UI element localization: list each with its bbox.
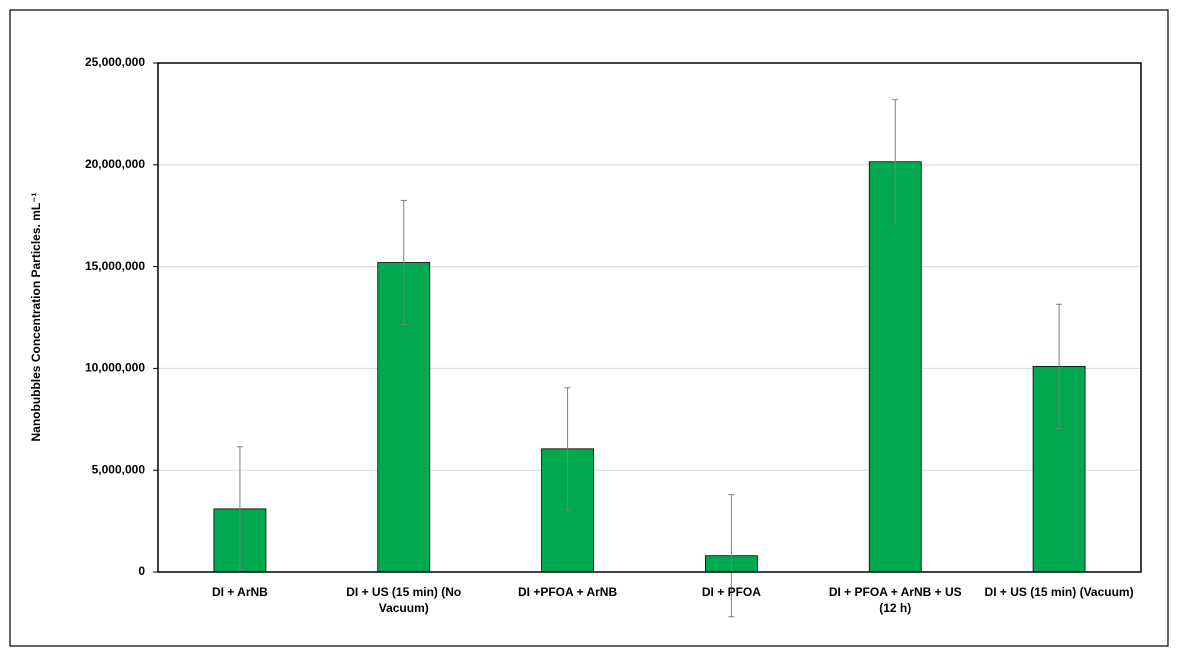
y-tick-label: 5,000,000 <box>92 462 146 476</box>
x-tick-label: DI + US (15 min) (Vacuum) <box>984 585 1134 599</box>
y-tick-label: 25,000,000 <box>85 55 145 69</box>
x-tick-label: DI +PFOA + ArNB <box>518 585 618 599</box>
error-bar <box>1056 303 1063 429</box>
error-bar <box>728 494 735 618</box>
plot-frame <box>157 62 1142 573</box>
x-tick-label: DI + PFOA <box>701 585 761 599</box>
error-bar <box>892 99 899 225</box>
x-tick-label: DI + PFOA + ArNB + US (12 h) <box>828 585 962 615</box>
error-bar <box>236 446 243 572</box>
y-tick-label: 0 <box>138 564 145 578</box>
error-bar <box>400 199 407 326</box>
y-tick-label: 20,000,000 <box>85 157 145 171</box>
x-tick-label: DI + ArNB <box>211 585 268 599</box>
error-bar <box>564 387 571 511</box>
y-tick-label: 10,000,000 <box>85 361 145 375</box>
y-axis-label: Nanobubbles Concentration Particles. mL⁻… <box>29 192 43 441</box>
y-tick-label: 15,000,000 <box>85 259 145 273</box>
bar <box>868 161 922 573</box>
x-tick-label: DI + US (15 min) (No Vacuum) <box>346 585 462 615</box>
